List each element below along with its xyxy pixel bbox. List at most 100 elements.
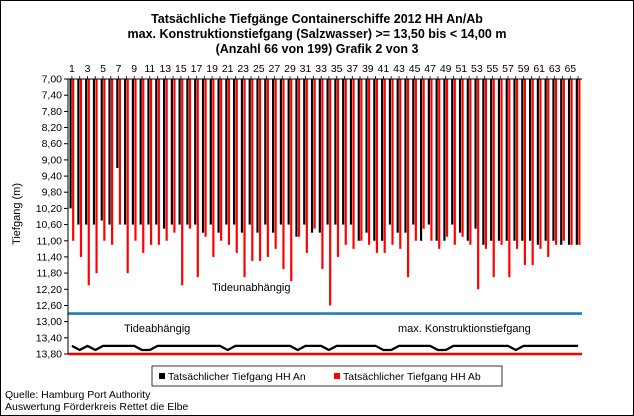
bar-an-24 [248, 79, 251, 225]
bar-ab-29 [290, 79, 293, 282]
bar-an-58 [513, 79, 516, 241]
x-tick-label-55: 55 [487, 63, 499, 75]
bar-ab-18 [204, 79, 207, 237]
y-axis-label: Tiefgang (m) [11, 183, 23, 245]
legend-box [151, 365, 503, 387]
bar-an-17 [194, 79, 197, 225]
x-tick-label-9: 9 [131, 63, 137, 75]
y-tick-label-10: 11,00 [37, 235, 63, 247]
bar-ab-15 [181, 79, 184, 286]
bar-an-40 [373, 79, 376, 241]
x-tick-label-27: 27 [269, 63, 281, 75]
y-tick-label-4: 8,60 [42, 138, 63, 150]
bar-an-55 [490, 79, 493, 241]
bar-ab-32 [313, 79, 316, 229]
bar-ab-57 [508, 79, 511, 278]
bar-an-59 [521, 79, 524, 241]
bar-an-48 [435, 79, 438, 241]
bar-an-11 [147, 79, 150, 225]
bar-ab-10 [142, 79, 145, 253]
bar-an-51 [458, 79, 462, 233]
x-tick-label-23: 23 [237, 63, 249, 75]
bar-an-63 [552, 79, 555, 241]
bar-an-29 [287, 79, 290, 225]
title-line-3: (Anzahl 66 von 199) Grafik 2 von 3 [216, 42, 419, 56]
bar-an-6 [108, 79, 111, 225]
x-tick-label-13: 13 [159, 63, 171, 75]
x-tick-label-19: 19 [206, 63, 218, 75]
x-tick-label-65: 65 [564, 63, 576, 75]
bar-ab-59 [523, 79, 526, 266]
y-tick-label-1: 7,40 [42, 90, 63, 102]
bar-ab-63 [554, 79, 558, 245]
bar-ab-60 [531, 79, 534, 266]
bar-ab-2 [79, 79, 83, 257]
bar-ab-23 [243, 79, 246, 278]
x-tick-label-33: 33 [315, 63, 327, 75]
x-tick-label-35: 35 [331, 63, 343, 75]
x-tick-label-3: 3 [85, 63, 91, 75]
x-tick-label-21: 21 [222, 63, 234, 75]
bar-an-19 [209, 79, 212, 225]
bar-an-36 [342, 79, 345, 225]
x-tick-label-1: 1 [69, 63, 75, 75]
bar-ab-56 [500, 79, 503, 245]
annotations-group: Tideunabhängig Tideabhängig max. Konstru… [124, 282, 531, 335]
y-tick-label-3: 8,20 [42, 122, 63, 134]
bar-an-14 [170, 79, 173, 225]
y-tick-label-13: 12,20 [36, 284, 62, 296]
bar-an-35 [334, 79, 337, 225]
source-line-2: Auswertung Förderkreis Rettet die Elbe [5, 401, 188, 413]
bar-ab-30 [297, 79, 301, 237]
bar-ab-35 [336, 79, 340, 257]
bar-an-44 [404, 79, 407, 233]
annotation-tideunabhaengig: Tideunabhängig [212, 282, 291, 294]
bar-ab-38 [360, 79, 363, 241]
x-tick-label-37: 37 [346, 63, 358, 75]
bar-ab-51 [461, 79, 464, 237]
y-ticks-group: 7,00 7,40 7,80 8,20 8,60 9,00 9,40 9,80 10,20 10,… [36, 74, 68, 361]
x-tick-label-31: 31 [300, 63, 312, 75]
x-tick-label-51: 51 [455, 63, 467, 75]
axes-group [67, 78, 582, 354]
x-ticks-group: 1 3 5 7 9 11 13 15 17 19 21 23 25 27 29 31 33 35 37 39 41 43 4… [69, 63, 579, 79]
y-tick-label-9: 10,60 [36, 219, 62, 231]
bar-ab-24 [251, 79, 254, 261]
bar-an-33 [318, 79, 321, 233]
legend-swatch-ab [334, 373, 340, 379]
bar-an-16 [186, 79, 189, 225]
annotation-tideabhaengig: Tideabhängig [124, 323, 190, 335]
legend-swatch-an [159, 373, 165, 379]
x-tick-label-43: 43 [393, 63, 405, 75]
bar-an-54 [482, 79, 485, 245]
bar-ab-28 [282, 79, 285, 270]
bar-ab-65 [570, 79, 573, 245]
bar-ab-1 [72, 79, 75, 241]
x-tick-label-17: 17 [191, 63, 203, 75]
x-tick-label-39: 39 [362, 63, 374, 75]
x-tick-label-61: 61 [533, 63, 545, 75]
x-tick-label-63: 63 [549, 63, 561, 75]
bar-an-52 [466, 79, 469, 241]
bar-ab-49 [445, 79, 449, 237]
x-tick-label-29: 29 [284, 63, 296, 75]
bar-ab-54 [484, 79, 488, 249]
y-tick-label-15: 13,00 [36, 316, 62, 328]
bar-an-43 [396, 79, 399, 233]
bar-an-57 [505, 79, 508, 241]
bar-ab-21 [227, 79, 231, 245]
bar-ab-27 [274, 79, 277, 249]
y-tick-label-7: 9,80 [42, 187, 63, 199]
x-tick-label-57: 57 [502, 63, 514, 75]
bar-an-13 [162, 79, 166, 229]
bar-an-62 [544, 79, 547, 241]
x-tick-label-47: 47 [424, 63, 436, 75]
bar-ab-62 [547, 79, 550, 257]
reference-lines-group [68, 312, 582, 356]
x-tick-label-59: 59 [518, 63, 530, 75]
bar-an-32 [310, 79, 314, 233]
ref-line-tideabhaengig [71, 344, 579, 352]
bar-an-61 [536, 79, 539, 245]
legend-label-ab: Tatsächlicher Tiefgang HH Ab [343, 371, 481, 383]
